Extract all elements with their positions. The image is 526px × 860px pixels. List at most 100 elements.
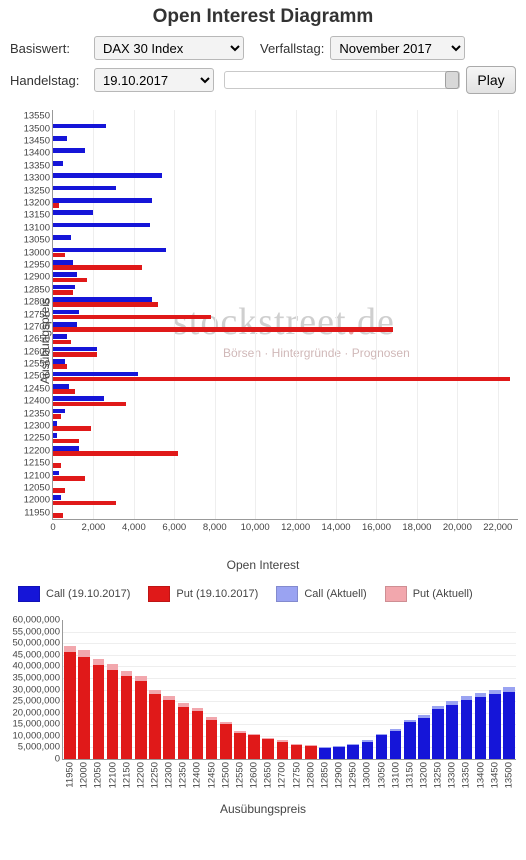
chart1-xtick: 12,000 [281, 522, 310, 533]
chart2-xtick: 12000 [79, 762, 90, 788]
basiswert-label: Basiswert: [10, 41, 88, 56]
chart1-bar-put [53, 451, 178, 456]
verfallstag-select[interactable]: November 2017 [330, 36, 465, 60]
chart2-bar [390, 731, 402, 759]
chart1-bar-put [53, 463, 61, 468]
chart2-ytick: 50,000,000 [12, 638, 60, 649]
chart1-bar-call [53, 148, 85, 153]
chart2-bar-cap [107, 664, 119, 670]
legend-swatch [276, 586, 298, 602]
chart2-bar [149, 694, 161, 759]
chart1-ytick: 13000 [24, 247, 50, 258]
chart2-bar [475, 697, 487, 759]
chart2-bar-cap [503, 687, 515, 691]
chart1-ytick: 12000 [24, 495, 50, 506]
chart2-bar [305, 746, 317, 759]
legend-swatch [148, 586, 170, 602]
chart1-ytick: 13200 [24, 197, 50, 208]
chart2-bar-cap [291, 744, 303, 745]
chart1-bar-call [53, 347, 97, 352]
chart1-bar-call [53, 198, 152, 203]
chart1-bar-call [53, 334, 67, 339]
chart2-bar-cap [418, 715, 430, 718]
open-interest-chart: Ausübungspreis stockstreet.de Börsen · H… [0, 106, 526, 576]
chart1-xlabel: Open Interest [0, 558, 526, 572]
slider-handle[interactable] [445, 71, 459, 89]
chart2-xtick: 12700 [277, 762, 288, 788]
chart2-bar-cap [446, 701, 458, 704]
chart1-ytick: 13150 [24, 210, 50, 221]
chart1-bar-put [53, 501, 116, 506]
chart2-bar [163, 700, 175, 759]
chart1-plot-area: stockstreet.de Börsen · Hintergründe · P… [52, 110, 518, 520]
chart1-xtick: 2,000 [82, 522, 106, 533]
chart2-xtick: 12400 [192, 762, 203, 788]
chart2-ytick: 25,000,000 [12, 696, 60, 707]
chart1-bar-call [53, 421, 57, 426]
verfallstag-label: Verfallstag: [260, 41, 324, 56]
chart2-bar [93, 665, 105, 759]
chart2-bar [376, 735, 388, 759]
chart2-bar-cap [461, 696, 473, 700]
legend-label: Put (19.10.2017) [176, 588, 258, 600]
chart1-bar-put [53, 340, 71, 345]
chart2-xtick: 12450 [206, 762, 217, 788]
legend-label: Call (Aktuell) [304, 588, 366, 600]
chart1-xtick: 16,000 [362, 522, 391, 533]
chart2-bar-cap [376, 734, 388, 736]
chart1-bar-put [53, 488, 65, 493]
chart1-ytick: 12950 [24, 259, 50, 270]
chart2-xtick: 12200 [135, 762, 146, 788]
chart2-xtick: 11950 [65, 762, 76, 788]
chart2-bar-cap [305, 745, 317, 746]
chart2-ytick: 30,000,000 [12, 684, 60, 695]
chart2-ytick: 35,000,000 [12, 672, 60, 683]
chart2-ytick: 10,000,000 [12, 730, 60, 741]
chart2-xtick: 13100 [390, 762, 401, 788]
chart2-bar [362, 742, 374, 759]
chart2-bar [121, 676, 133, 759]
chart2-bar-cap [277, 740, 289, 741]
chart2-bar-cap [206, 717, 218, 720]
chart2-xtick: 12350 [178, 762, 189, 788]
chart1-ytick: 12400 [24, 396, 50, 407]
chart1-xtick: 4,000 [122, 522, 146, 533]
chart1-bar-put [53, 364, 67, 369]
chart2-bar [489, 694, 501, 759]
play-button[interactable]: Play [466, 66, 516, 94]
chart2-bar [192, 711, 204, 759]
chart2-bar [333, 747, 345, 759]
chart1-bar-call [53, 173, 162, 178]
chart2-xtick: 12150 [121, 762, 132, 788]
chart2-xtick: 12600 [249, 762, 260, 788]
legend-item: Call (19.10.2017) [18, 586, 130, 602]
chart2-xtick: 13500 [503, 762, 514, 788]
chart1-bar-put [53, 414, 61, 419]
chart2-bar-cap [178, 703, 190, 706]
chart2-bar [178, 707, 190, 759]
chart1-ytick: 12800 [24, 297, 50, 308]
chart1-ytick: 13050 [24, 235, 50, 246]
chart2-bar-cap [319, 747, 331, 748]
date-slider[interactable] [224, 71, 460, 89]
chart1-bar-call [53, 471, 59, 476]
chart1-bar-put [53, 203, 59, 208]
chart1-bar-put [53, 377, 510, 382]
chart2-bar-cap [64, 646, 76, 653]
chart2-xtick: 12250 [150, 762, 161, 788]
chart2-bar-cap [192, 708, 204, 711]
chart1-bar-put [53, 253, 65, 258]
chart1-ytick: 12600 [24, 346, 50, 357]
basiswert-select[interactable]: DAX 30 Index [94, 36, 244, 60]
legend-item: Put (19.10.2017) [148, 586, 258, 602]
chart2-bar [135, 681, 147, 759]
chart1-ytick: 12700 [24, 321, 50, 332]
chart1-xtick: 8,000 [203, 522, 227, 533]
legend-swatch [18, 586, 40, 602]
chart1-ytick: 11950 [24, 507, 50, 518]
chart1-bar-call [53, 372, 138, 377]
chart2-bar [78, 657, 90, 759]
chart1-ytick: 12350 [24, 408, 50, 419]
handelstag-select[interactable]: 19.10.2017 [94, 68, 214, 92]
chart1-ytick: 12200 [24, 445, 50, 456]
